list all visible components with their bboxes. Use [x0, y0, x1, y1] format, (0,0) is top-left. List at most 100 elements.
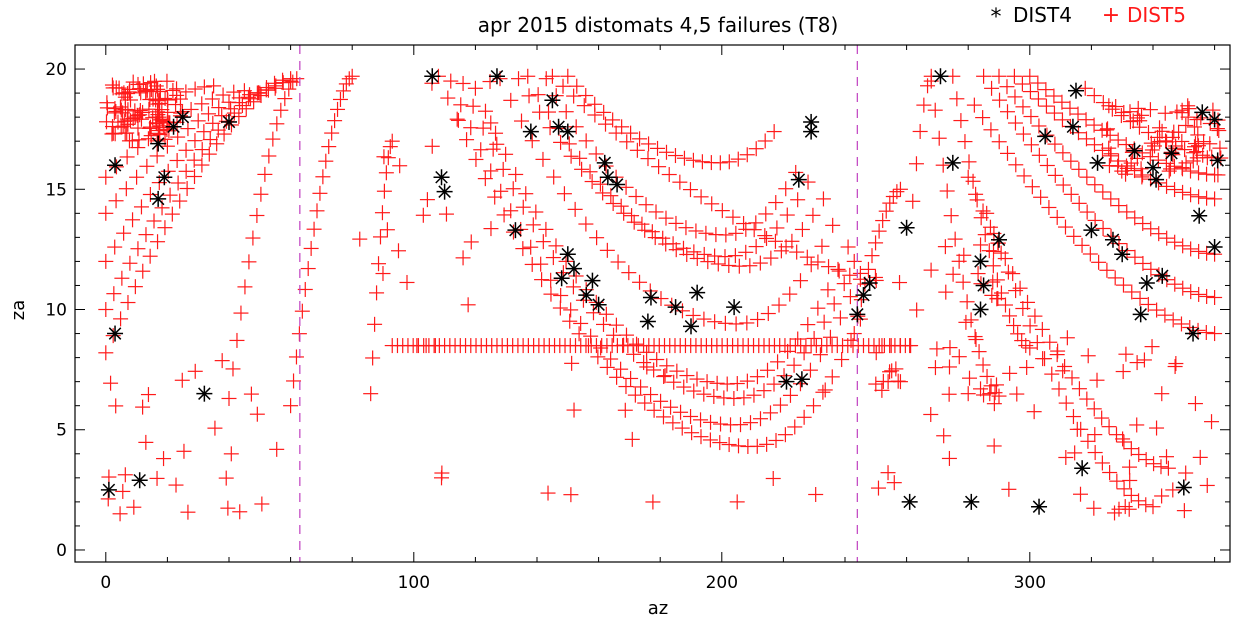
dist5-point	[1058, 449, 1074, 465]
dist4-point	[1126, 142, 1143, 159]
dist5-point	[1082, 246, 1098, 262]
dist5-point	[1143, 221, 1159, 237]
dist5-point	[465, 98, 481, 114]
dist5-point	[1129, 417, 1145, 433]
dist5-point	[187, 133, 203, 149]
dist5-point	[752, 411, 768, 427]
dist4-point-d2	[1149, 173, 1163, 186]
dist5-point	[1205, 102, 1221, 118]
dist5-point	[780, 343, 796, 359]
dist5-point	[223, 446, 239, 462]
dist5-point	[159, 73, 175, 89]
dist5-point	[327, 113, 343, 129]
dist5-point	[674, 303, 690, 319]
dist5-point	[731, 438, 747, 454]
dist5-point	[739, 315, 755, 331]
dist4-point	[639, 313, 656, 330]
dist4-point-d2	[552, 120, 565, 134]
dist5-point	[878, 203, 894, 219]
dist5-point	[1047, 167, 1063, 183]
dist4-point-d2	[102, 483, 116, 497]
dist5-point	[543, 286, 559, 302]
dist5-point	[648, 204, 664, 220]
dist5-point	[640, 151, 656, 167]
dist4-point	[1037, 128, 1054, 145]
dist5-point	[133, 111, 149, 127]
dist5-point	[983, 122, 999, 138]
y-tick-label: 5	[56, 421, 67, 441]
dist5-point	[1046, 105, 1062, 121]
dist4-point-d2	[598, 156, 612, 170]
dist5-point	[1046, 88, 1062, 104]
dist4-point	[590, 296, 607, 313]
dist5-point	[658, 210, 674, 226]
dist5-point	[1129, 355, 1145, 371]
dist4-point-d2	[1106, 233, 1120, 247]
dist5-point	[1174, 102, 1190, 118]
dist5-point	[563, 302, 579, 318]
dist5-point	[363, 386, 379, 402]
dist5-point	[608, 317, 624, 333]
dist4-point-d2	[561, 247, 575, 261]
dist5-point	[169, 152, 185, 168]
dist5-point	[749, 438, 765, 454]
dist5-point	[207, 420, 223, 436]
dist5-point	[1122, 459, 1138, 475]
dist5-point	[115, 483, 131, 499]
dist5-point	[138, 434, 154, 450]
dist5-point	[689, 371, 705, 387]
dist5-point	[1145, 499, 1161, 515]
dist5-point	[830, 261, 846, 277]
dist5-point	[1146, 456, 1162, 472]
dist4-point-d2	[546, 94, 559, 107]
dist5-point	[868, 272, 884, 288]
dist5-point	[1080, 348, 1096, 364]
dist5-point	[655, 230, 671, 246]
dist4-point-d2	[1038, 130, 1052, 143]
dist5-point	[283, 398, 299, 414]
dist5-point	[257, 166, 273, 182]
dist5-point	[959, 294, 975, 310]
dist5-point	[840, 239, 856, 255]
dist5-point	[567, 201, 583, 217]
dist5-point	[1018, 338, 1034, 354]
dist5-point	[215, 87, 231, 103]
dist5-point	[1122, 104, 1138, 120]
dist4-point-d2	[561, 125, 575, 138]
dist5-point	[991, 68, 1007, 84]
dist5-point	[1191, 243, 1207, 259]
dist5-point	[1176, 503, 1192, 519]
dist5-point	[1070, 106, 1086, 122]
dist5-point	[468, 151, 484, 167]
dist5-point	[860, 261, 876, 277]
dist4-point-d2	[1186, 327, 1200, 340]
dist5-point	[309, 203, 325, 219]
dist5-point	[434, 470, 450, 486]
dist5-point	[565, 279, 581, 295]
dist5-point	[778, 239, 794, 255]
dist5-point	[870, 480, 886, 496]
dist5-point	[1057, 219, 1073, 235]
dist5-point	[1183, 241, 1199, 257]
dist5-point	[760, 362, 776, 378]
dist5-point	[202, 132, 218, 148]
dist5-point	[1152, 120, 1168, 136]
dist5-point	[1187, 136, 1203, 152]
dist4-point-d2	[1085, 223, 1098, 237]
dist5-point	[626, 214, 642, 230]
dist5-point	[941, 386, 957, 402]
dist5-point	[779, 207, 795, 223]
dist5-point	[544, 68, 560, 84]
dist5-point	[275, 72, 291, 88]
dist4-point	[156, 169, 173, 186]
dist4-point-d2	[804, 115, 818, 129]
dist5-point	[487, 189, 503, 205]
dist5-point	[739, 373, 755, 389]
dist5-point	[1198, 325, 1214, 341]
dist5-point	[103, 375, 119, 391]
dist5-point	[1181, 101, 1197, 117]
dist5-point	[237, 279, 253, 295]
dist5-point	[1007, 115, 1023, 131]
dist5-point	[757, 133, 773, 149]
dist5-point	[821, 259, 837, 275]
